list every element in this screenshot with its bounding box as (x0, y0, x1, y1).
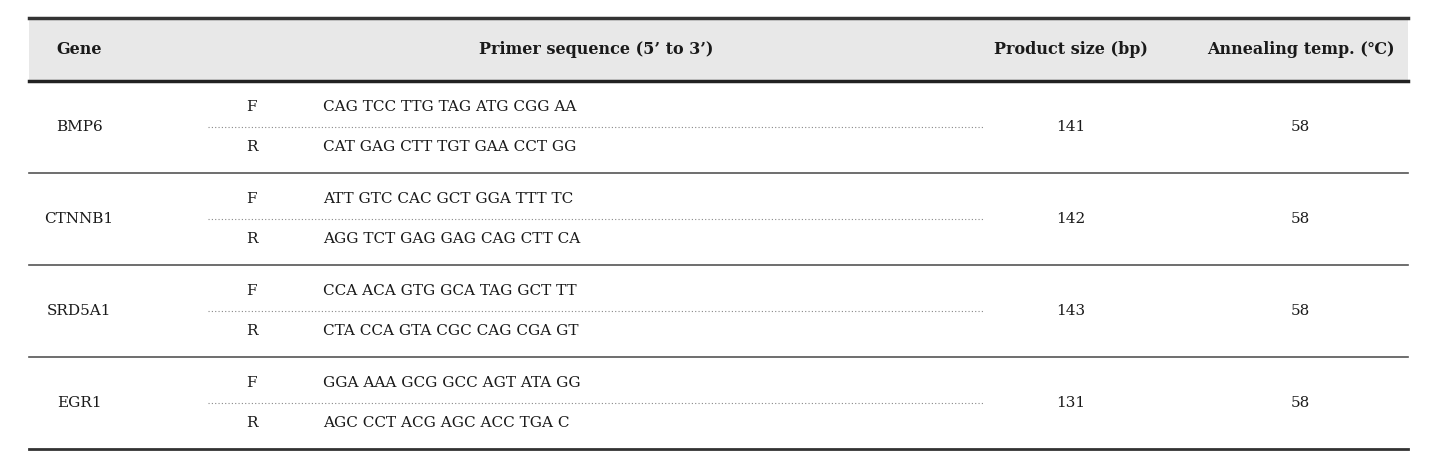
FancyBboxPatch shape (29, 81, 1408, 173)
Text: R: R (246, 232, 257, 246)
Text: AGG TCT GAG GAG CAG CTT CA: AGG TCT GAG GAG CAG CTT CA (323, 232, 581, 246)
Text: CCA ACA GTG GCA TAG GCT TT: CCA ACA GTG GCA TAG GCT TT (323, 284, 576, 298)
Text: 131: 131 (1056, 396, 1085, 410)
Text: Primer sequence (5’ to 3’): Primer sequence (5’ to 3’) (479, 41, 714, 58)
Text: R: R (246, 140, 257, 154)
Text: 58: 58 (1290, 120, 1311, 134)
FancyBboxPatch shape (29, 357, 1408, 449)
Text: F: F (246, 376, 257, 390)
FancyBboxPatch shape (29, 173, 1408, 265)
Text: F: F (246, 99, 257, 114)
Text: Gene: Gene (56, 41, 102, 58)
Text: F: F (246, 191, 257, 206)
FancyBboxPatch shape (29, 18, 1408, 81)
FancyBboxPatch shape (29, 265, 1408, 357)
Text: CAG TCC TTG TAG ATG CGG AA: CAG TCC TTG TAG ATG CGG AA (323, 99, 576, 114)
Text: 143: 143 (1056, 304, 1085, 318)
Text: R: R (246, 324, 257, 338)
Text: Annealing temp. (℃): Annealing temp. (℃) (1207, 41, 1394, 58)
Text: AGC CCT ACG AGC ACC TGA C: AGC CCT ACG AGC ACC TGA C (323, 416, 570, 430)
Text: F: F (246, 284, 257, 298)
Text: SRD5A1: SRD5A1 (47, 304, 111, 318)
Text: CTA CCA GTA CGC CAG CGA GT: CTA CCA GTA CGC CAG CGA GT (323, 324, 579, 338)
Text: 58: 58 (1290, 396, 1311, 410)
Text: R: R (246, 416, 257, 430)
Text: GGA AAA GCG GCC AGT ATA GG: GGA AAA GCG GCC AGT ATA GG (323, 376, 581, 390)
Text: CTNNB1: CTNNB1 (45, 212, 114, 226)
Text: BMP6: BMP6 (56, 120, 102, 134)
Text: ATT GTC CAC GCT GGA TTT TC: ATT GTC CAC GCT GGA TTT TC (323, 191, 573, 206)
Text: 141: 141 (1056, 120, 1085, 134)
Text: 142: 142 (1056, 212, 1085, 226)
Text: Product size (bp): Product size (bp) (993, 41, 1148, 58)
Text: CAT GAG CTT TGT GAA CCT GG: CAT GAG CTT TGT GAA CCT GG (323, 140, 576, 154)
Text: 58: 58 (1290, 304, 1311, 318)
Text: EGR1: EGR1 (56, 396, 102, 410)
Text: 58: 58 (1290, 212, 1311, 226)
